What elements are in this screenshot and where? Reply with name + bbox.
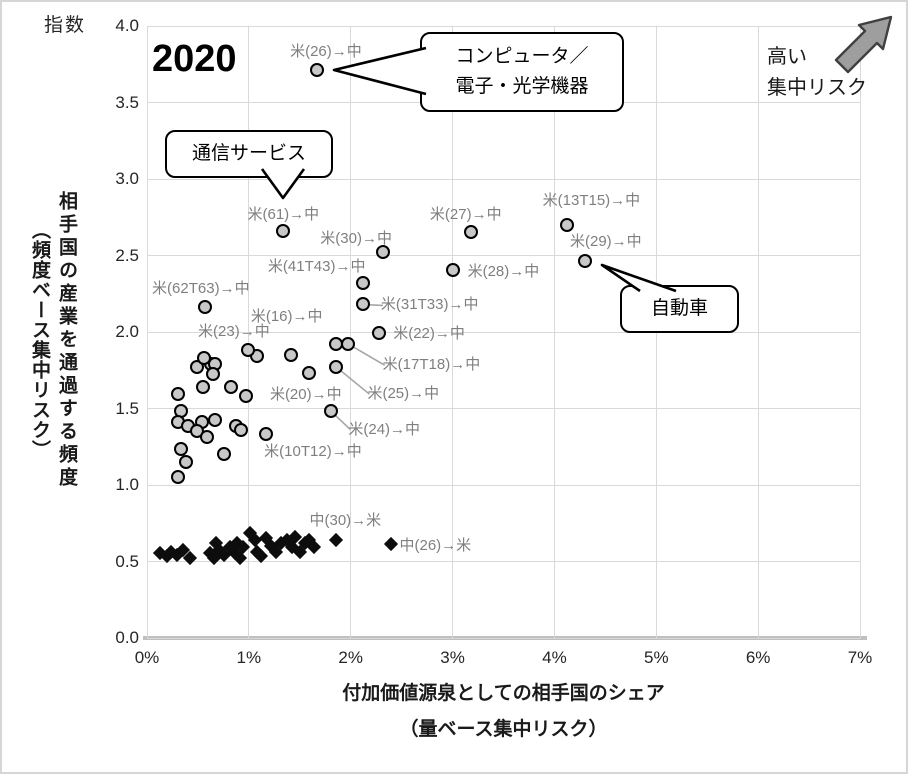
- data-point-circle: [258, 427, 273, 442]
- data-point-label: 米(10T12)→中: [264, 442, 362, 460]
- x-tick-label: 2%: [338, 648, 363, 667]
- data-point-circle: [217, 447, 231, 461]
- callout-computer-line1: コンピュータ／: [455, 46, 589, 67]
- data-point-circle: [207, 413, 222, 428]
- data-point-circle: [224, 379, 239, 394]
- data-point-circle: [375, 245, 390, 260]
- y-axis-unit-label: 指数: [44, 15, 87, 36]
- y-axis-title-main: 相手国の産業を通過する頻度: [56, 190, 77, 490]
- data-point-label: 米(62T63)→中: [152, 279, 250, 297]
- y-tick-label: 1.0: [115, 475, 139, 494]
- data-point-label: 米(61)→中: [247, 206, 320, 224]
- data-point-circle: [284, 347, 299, 362]
- x-tick-label: 5%: [643, 648, 669, 667]
- data-point-label: 米(41T43)→中: [267, 258, 366, 276]
- data-point-circle: [205, 367, 220, 382]
- h-gridline: [147, 561, 860, 562]
- callout-telecom-label: 通信サービス: [191, 143, 306, 164]
- callout-auto-label: 自動車: [650, 298, 708, 319]
- high-risk-note-line1: 高い: [767, 46, 807, 68]
- data-point-label: 米(13T15)→中: [542, 191, 641, 209]
- data-point-label: 米(16)→中: [250, 308, 323, 326]
- data-point-label: 米(27)→中: [429, 205, 502, 223]
- x-axis-title: 付加価値源泉としての相手国のシェア （量ベース集中リスク）: [147, 678, 860, 741]
- chart-year-title: 2020: [152, 38, 237, 80]
- data-point-circle: [197, 300, 212, 315]
- h-gridline: [147, 484, 860, 486]
- data-point-label: 米(29)→中: [569, 232, 642, 250]
- y-tick-label: 1.5: [115, 398, 139, 418]
- data-point-circle: [241, 342, 256, 357]
- y-tick-label: 0.0: [115, 628, 139, 647]
- data-point-circle: [171, 469, 186, 484]
- h-gridline: [147, 178, 860, 180]
- data-point-label: 米(24)→中: [348, 420, 421, 438]
- data-point-circle: [171, 387, 186, 402]
- data-point-circle: [196, 350, 211, 365]
- h-gridline: [147, 408, 860, 409]
- data-point-circle: [309, 62, 324, 77]
- data-point-circle: [446, 263, 461, 278]
- y-tick-label: 0.5: [115, 551, 139, 571]
- x-tick-label: 4%: [542, 648, 567, 667]
- data-point-circle: [371, 326, 386, 341]
- x-tick-label: 1%: [236, 648, 262, 667]
- data-point-label: 中(30)→米: [309, 511, 382, 529]
- data-point-circle: [463, 225, 478, 240]
- y-axis-title-sub: （頻度ベース集中リスク）: [29, 220, 50, 460]
- x-tick-label: 7%: [847, 648, 873, 667]
- h-gridline: [147, 637, 860, 639]
- data-point-label: 米(22)→中: [393, 324, 465, 342]
- h-gridline: [147, 331, 860, 333]
- data-point-label: 米(17T18)→中: [382, 356, 481, 374]
- callout-telecom-services: 通信サービス: [165, 130, 333, 178]
- data-point-circle: [301, 365, 316, 380]
- data-point-circle: [199, 430, 214, 445]
- data-point-circle: [179, 454, 194, 469]
- x-tick-label: 3%: [440, 648, 465, 667]
- x-axis-title-sub: （量ベース集中リスク）: [399, 719, 608, 740]
- data-point-label: 米(20)→中: [269, 386, 342, 404]
- high-risk-note-line2: 集中リスク: [767, 77, 867, 99]
- callout-computer-electronics: コンピュータ／ 電子・光学機器: [420, 32, 624, 112]
- callout-computer-line2: 電子・光学機器: [455, 76, 589, 97]
- y-tick-label: 3.5: [115, 92, 139, 112]
- high-risk-note: 高い 集中リスク: [767, 42, 867, 104]
- v-gridline: [859, 26, 861, 638]
- x-tick-label: 0%: [134, 648, 160, 667]
- x-axis-title-main: 付加価値源泉としての相手国のシェア: [342, 683, 665, 704]
- data-point-circle: [195, 379, 210, 394]
- data-point-label: 米(31T33)→中: [380, 296, 479, 314]
- h-gridline: [147, 255, 860, 256]
- data-point-circle: [239, 388, 254, 403]
- data-point-label: 米(23)→中: [198, 323, 270, 340]
- y-axis-title: 相手国の産業を通過する頻度 （頻度ベース集中リスク）: [26, 170, 80, 510]
- y-tick-label: 4.0: [115, 16, 139, 35]
- data-point-label: 中(26)→米: [399, 537, 472, 555]
- y-tick-label: 2.5: [115, 245, 139, 265]
- y-tick-label: 2.0: [115, 322, 139, 341]
- h-gridline: [147, 25, 860, 27]
- data-point-label: 米(30)→中: [320, 230, 392, 248]
- callout-automobile: 自動車: [620, 285, 739, 333]
- data-point-circle: [355, 275, 370, 290]
- data-point-label: 米(28)→中: [467, 262, 540, 280]
- data-point-circle: [234, 422, 249, 437]
- y-tick-label: 3.0: [115, 169, 139, 188]
- x-tick-label: 6%: [745, 648, 771, 667]
- data-point-circle: [276, 223, 291, 238]
- data-point-circle: [577, 254, 592, 269]
- data-point-label: 米(25)→中: [367, 385, 440, 403]
- data-point-circle: [560, 217, 575, 232]
